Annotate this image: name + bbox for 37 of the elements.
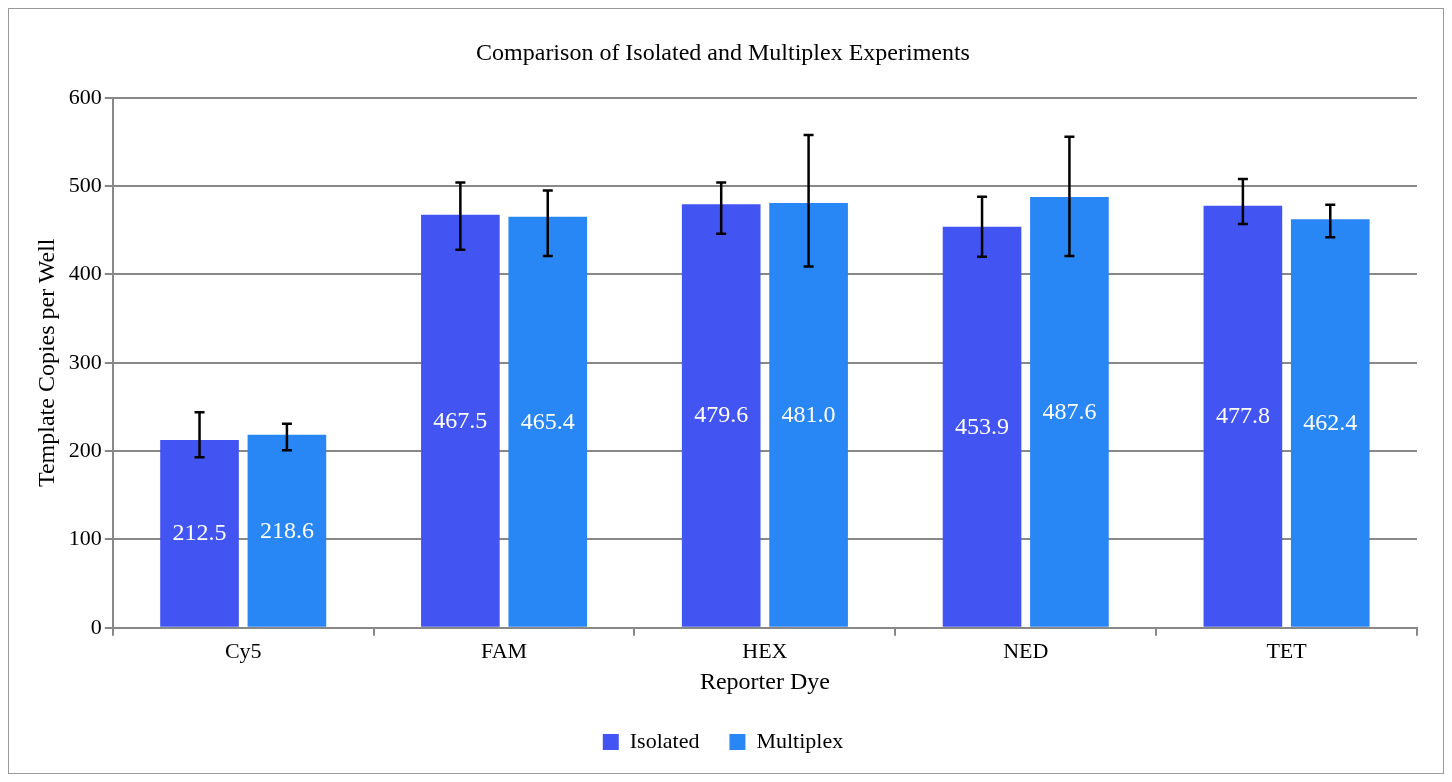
bar <box>247 434 327 627</box>
bar <box>1203 205 1283 627</box>
legend-label: Isolated <box>629 727 700 753</box>
x-axis-title: Reporter Dye <box>699 667 830 694</box>
y-tick-label: 0 <box>90 613 102 639</box>
bar <box>160 440 239 627</box>
y-tick-label: 100 <box>68 525 102 551</box>
data-label: 453.9 <box>955 412 1010 439</box>
bar <box>1030 197 1109 627</box>
data-label: 479.6 <box>694 401 749 428</box>
data-label: 487.6 <box>1042 397 1097 424</box>
bar <box>421 214 500 627</box>
x-tick-label: HEX <box>742 637 788 663</box>
y-tick-label: 300 <box>68 348 102 374</box>
bar <box>508 216 588 627</box>
bar <box>942 226 1022 627</box>
y-tick-label: 600 <box>68 83 102 109</box>
x-tick-label: NED <box>1003 637 1049 663</box>
data-label: 465.4 <box>520 407 575 434</box>
legend-label: Multiplex <box>756 727 844 753</box>
data-label: 218.6 <box>259 516 314 543</box>
bar <box>681 204 761 627</box>
data-label: 467.5 <box>433 406 488 433</box>
y-tick-label: 500 <box>68 171 102 197</box>
data-label: 462.4 <box>1303 408 1358 435</box>
x-tick-label: TET <box>1266 637 1308 663</box>
data-label: 212.5 <box>172 519 227 546</box>
data-label: 481.0 <box>781 400 836 427</box>
y-axis-title: Template Copies per Well <box>32 238 59 488</box>
x-tick-label: Cy5 <box>224 637 262 663</box>
y-tick-label: 200 <box>68 436 102 462</box>
y-tick-label: 400 <box>68 260 102 286</box>
bar <box>1290 219 1370 627</box>
x-tick-label: FAM <box>481 637 528 663</box>
data-label: 477.8 <box>1215 402 1270 429</box>
chart-title: Comparison of Isolated and Multiplex Experiments <box>476 38 970 65</box>
bar <box>769 202 848 627</box>
